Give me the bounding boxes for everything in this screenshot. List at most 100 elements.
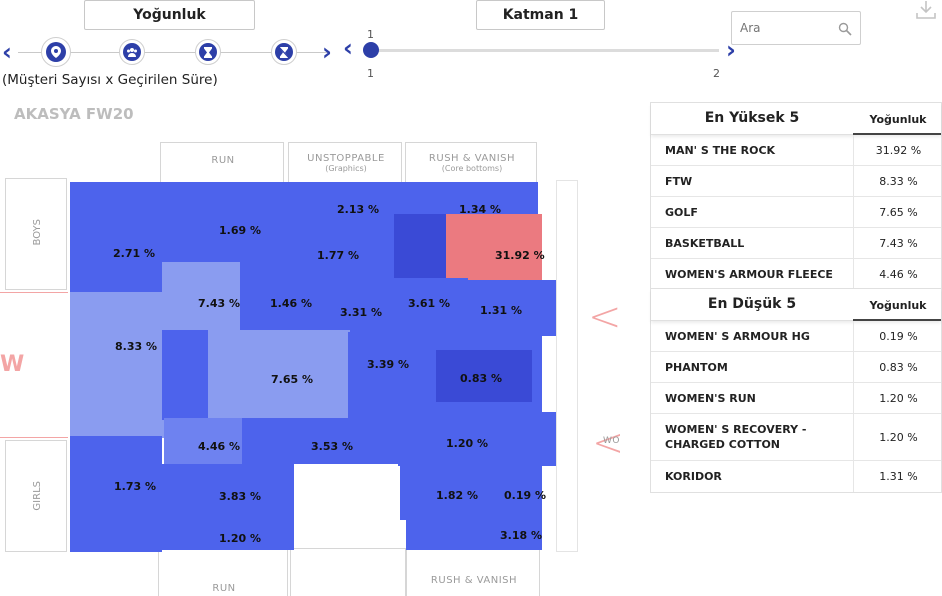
section-rush-vanish-bottom: RUSH & VANISH bbox=[406, 548, 540, 596]
zone-label: 3.61 % bbox=[408, 297, 450, 310]
step-duration[interactable] bbox=[195, 39, 221, 65]
zone-z2[interactable] bbox=[158, 182, 290, 264]
step-prev-arrow-icon[interactable]: ‹ bbox=[2, 38, 12, 66]
row-value: 7.43 % bbox=[853, 228, 942, 258]
row-name: WOMEN' S ARMOUR HG bbox=[665, 330, 810, 343]
layer-slider-track[interactable] bbox=[371, 49, 719, 52]
zone-z1[interactable] bbox=[70, 182, 162, 292]
zone-z9[interactable] bbox=[318, 278, 384, 334]
zone-z23[interactable] bbox=[160, 518, 294, 550]
layer-prev-arrow-icon[interactable]: ‹ bbox=[343, 34, 353, 62]
bottom5-table: En Düşük 5 Yoğunluk WOMEN' S ARMOUR HG 0… bbox=[650, 288, 942, 493]
bottom5-column-header[interactable]: Yoğunluk bbox=[869, 299, 927, 312]
store-title: AKASYA FW20 bbox=[14, 105, 134, 123]
row-value: 8.33 % bbox=[853, 166, 942, 196]
layer-slider-handle[interactable] bbox=[363, 42, 379, 58]
zone-z5b[interactable] bbox=[394, 214, 446, 280]
zone-z17[interactable] bbox=[242, 418, 400, 464]
people-icon bbox=[123, 43, 141, 61]
zone-label: 1.46 % bbox=[270, 297, 312, 310]
zone-z8[interactable] bbox=[240, 262, 320, 332]
row-name: WOMEN' S RECOVERY - CHARGED COTTON bbox=[665, 423, 807, 451]
step-location[interactable] bbox=[41, 37, 71, 67]
zone-label: 1.82 % bbox=[436, 489, 478, 502]
table-row[interactable]: WOMEN'S RUN 1.20 % bbox=[651, 383, 941, 414]
section-rush-vanish-top-label: RUSH & VANISH (Core bottoms) bbox=[428, 153, 516, 173]
row-name: WOMEN'S RUN bbox=[665, 392, 756, 405]
zone-label: 1.69 % bbox=[219, 224, 261, 237]
table-row[interactable]: WOMEN' S RECOVERY - CHARGED COTTON 1.20 … bbox=[651, 414, 941, 461]
zone-z7[interactable] bbox=[162, 262, 242, 332]
zone-label: 7.43 % bbox=[198, 297, 240, 310]
zone-z22[interactable] bbox=[498, 464, 542, 520]
row-value: 4.46 % bbox=[853, 259, 942, 289]
zone-z4[interactable] bbox=[404, 182, 538, 216]
table-row[interactable]: PHANTOM 0.83 % bbox=[651, 352, 941, 383]
zone-label: 1.73 % bbox=[114, 480, 156, 493]
bottom5-title: En Düşük 5 bbox=[707, 296, 797, 312]
section-rush-vanish-top: RUSH & VANISH (Core bottoms) bbox=[405, 142, 537, 184]
zone-z18[interactable] bbox=[398, 412, 556, 466]
entrance-wo-label: WO bbox=[603, 436, 620, 446]
table-row[interactable]: FTW 8.33 % bbox=[651, 166, 941, 197]
table-row[interactable]: WOMEN' S ARMOUR HG 0.19 % bbox=[651, 321, 941, 352]
table-row[interactable]: BASKETBALL 7.43 % bbox=[651, 228, 941, 259]
search-box[interactable] bbox=[731, 11, 861, 45]
zone-z12[interactable] bbox=[70, 292, 164, 438]
zone-z19[interactable] bbox=[70, 436, 162, 552]
search-icon[interactable] bbox=[838, 21, 852, 40]
zone-label: 0.19 % bbox=[504, 489, 546, 502]
row-name: BASKETBALL bbox=[665, 237, 745, 250]
zone-z11[interactable] bbox=[466, 280, 556, 336]
mode-dropdown-button[interactable]: Yoğunluk bbox=[84, 0, 255, 30]
download-icon[interactable] bbox=[915, 0, 937, 24]
row-value: 1.20 % bbox=[853, 414, 942, 460]
zone-label: 4.46 % bbox=[198, 440, 240, 453]
entrance-chevron-bottom-icon: < bbox=[592, 420, 620, 466]
zone-label: 0.83 % bbox=[460, 372, 502, 385]
step-duration-excluded[interactable] bbox=[271, 39, 297, 65]
section-run-bottom: RUN bbox=[158, 548, 288, 596]
table-row[interactable]: MAN' S THE ROCK 31.92 % bbox=[651, 135, 941, 166]
section-run-top-label: RUN bbox=[211, 155, 235, 166]
top5-header: En Yüksek 5 Yoğunluk bbox=[651, 103, 941, 135]
zone-label: 3.18 % bbox=[500, 529, 542, 542]
zone-z16[interactable] bbox=[164, 418, 244, 464]
zone-z13a[interactable] bbox=[162, 330, 210, 420]
zone-z6[interactable] bbox=[446, 214, 542, 280]
zone-z21[interactable] bbox=[400, 464, 500, 520]
table-row[interactable]: WOMEN'S ARMOUR FLEECE 4.46 % bbox=[651, 259, 941, 290]
zone-z3[interactable] bbox=[288, 182, 406, 216]
zone-z20[interactable] bbox=[160, 464, 294, 520]
table-row[interactable]: GOLF 7.65 % bbox=[651, 197, 941, 228]
zone-label: 2.71 % bbox=[113, 247, 155, 260]
section-boys: BOYS bbox=[5, 178, 67, 290]
step-people[interactable] bbox=[119, 39, 145, 65]
section-unstoppable-label: UNSTOPPABLE (Graphics) bbox=[307, 153, 385, 173]
step-next-arrow-icon[interactable]: › bbox=[322, 38, 332, 66]
location-pin-icon bbox=[46, 42, 66, 62]
zone-z14[interactable] bbox=[348, 332, 406, 418]
zone-label: 1.20 % bbox=[446, 437, 488, 450]
slider-value-label: 1 bbox=[367, 28, 374, 41]
row-value: 31.92 % bbox=[853, 135, 942, 165]
zone-label: 3.83 % bbox=[219, 490, 261, 503]
layer-dropdown-button[interactable]: Katman 1 bbox=[476, 0, 605, 30]
zone-z15b[interactable] bbox=[436, 350, 532, 402]
zone-z13[interactable] bbox=[208, 330, 350, 418]
entrance-w-label: W bbox=[0, 352, 25, 377]
store-floor-plan: RUN UNSTOPPABLE (Graphics) RUSH & VANISH(… bbox=[0, 130, 620, 596]
bottom5-header: En Düşük 5 Yoğunluk bbox=[651, 289, 941, 321]
zone-label: 1.77 % bbox=[317, 249, 359, 262]
table-row[interactable]: KORIDOR 1.31 % bbox=[651, 461, 941, 492]
hourglass-cross-icon bbox=[275, 43, 293, 61]
search-input[interactable] bbox=[740, 18, 830, 38]
zone-label: 2.13 % bbox=[337, 203, 379, 216]
top5-column-header[interactable]: Yoğunluk bbox=[869, 113, 927, 126]
row-name: MAN' S THE ROCK bbox=[665, 144, 776, 157]
entrance-chevron-top-icon: < bbox=[588, 294, 620, 340]
zone-z10[interactable] bbox=[382, 278, 468, 334]
layer-next-arrow-icon[interactable]: › bbox=[726, 36, 736, 64]
zone-z24[interactable] bbox=[406, 518, 542, 550]
entrance-line-bottom bbox=[0, 437, 68, 438]
